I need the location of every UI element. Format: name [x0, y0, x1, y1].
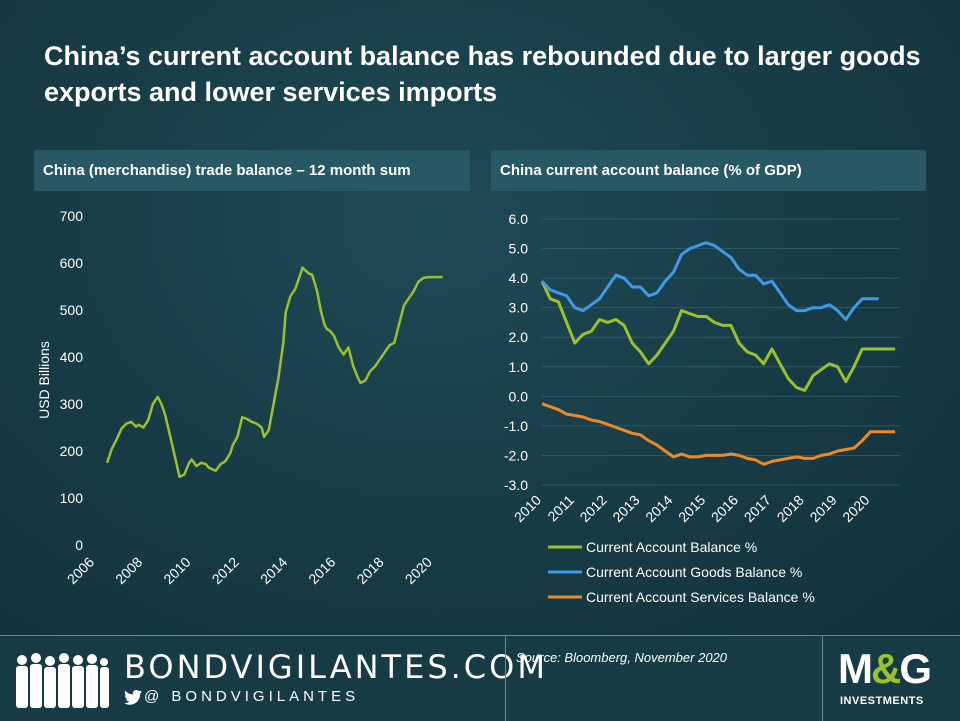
y-tick-label: 1.0	[509, 359, 529, 375]
legend-label: Current Account Goods Balance %	[586, 564, 802, 580]
people-silhouettes-icon	[16, 653, 109, 708]
x-tick-label: 2020	[402, 554, 435, 587]
site-url-link[interactable]: BONDVIGILANTES.COM	[124, 648, 548, 686]
y-tick-label: 500	[60, 302, 84, 318]
series-line-1	[540, 280, 896, 392]
x-tick-label: 2011	[544, 492, 577, 525]
right-chart-title: China current account balance (% of GDP)	[491, 150, 926, 191]
x-tick-label: 2014	[642, 492, 675, 525]
y-tick-label: 2.0	[509, 329, 529, 345]
twitter-handle-link[interactable]: @ BONDVIGILANTES	[144, 688, 360, 705]
mg-logo-subtitle: INVESTMENTS	[840, 695, 924, 707]
y-tick-label: 200	[60, 443, 84, 459]
source-note: Source: Bloomberg, November 2020	[516, 650, 728, 665]
y-tick-label: 5.0	[509, 241, 529, 257]
footer-divider	[822, 636, 823, 721]
left-chart-title: China (merchandise) trade balance – 12 m…	[34, 150, 470, 191]
y-tick-label: 3.0	[509, 300, 529, 316]
page-title: China’s current account balance has rebo…	[44, 41, 921, 107]
mg-logo: M&G	[838, 645, 932, 692]
y-tick-label: 700	[60, 208, 84, 224]
x-tick-label: 2016	[708, 492, 741, 525]
x-tick-label: 2006	[64, 554, 97, 587]
footer-divider	[505, 636, 506, 721]
x-tick-label: 2019	[806, 492, 839, 525]
x-tick-label: 2020	[839, 492, 872, 525]
series-line-3	[541, 402, 896, 466]
y-tick-label: -1.0	[504, 418, 528, 434]
y-tick-label: 0	[75, 537, 83, 553]
x-tick-label: 2018	[774, 492, 807, 525]
twitter-bird-icon	[124, 690, 142, 705]
x-tick-label: 2013	[609, 492, 642, 525]
y-tick-label: 6.0	[509, 211, 529, 227]
y-tick-label: -2.0	[504, 447, 528, 463]
series-line-2	[540, 241, 879, 321]
x-tick-label: 2010	[511, 492, 544, 525]
footer: BONDVIGILANTES.COM @ BONDVIGILANTES Sour…	[0, 635, 960, 721]
x-tick-label: 2012	[209, 554, 242, 587]
trade-balance-series-line	[105, 266, 443, 479]
y-tick-label: 400	[60, 349, 84, 365]
y-tick-label: 4.0	[509, 270, 529, 286]
x-tick-label: 2008	[112, 554, 145, 587]
y-tick-label: -3.0	[504, 477, 528, 493]
x-tick-label: 2017	[741, 492, 774, 525]
x-tick-label: 2018	[353, 554, 386, 587]
y-tick-label: 600	[60, 255, 84, 271]
y-tick-label: 0.0	[509, 388, 529, 404]
x-tick-label: 2010	[160, 554, 193, 587]
y-axis-title: USD Billions	[36, 341, 52, 419]
x-tick-label: 2016	[305, 554, 338, 587]
y-tick-label: 300	[60, 396, 84, 412]
x-tick-label: 2014	[257, 554, 290, 587]
x-tick-label: 2015	[675, 492, 708, 525]
legend-label: Current Account Balance %	[586, 539, 757, 555]
background	[0, 0, 960, 635]
legend-label: Current Account Services Balance %	[586, 589, 815, 605]
x-tick-label: 2012	[576, 492, 609, 525]
y-tick-label: 100	[60, 490, 84, 506]
